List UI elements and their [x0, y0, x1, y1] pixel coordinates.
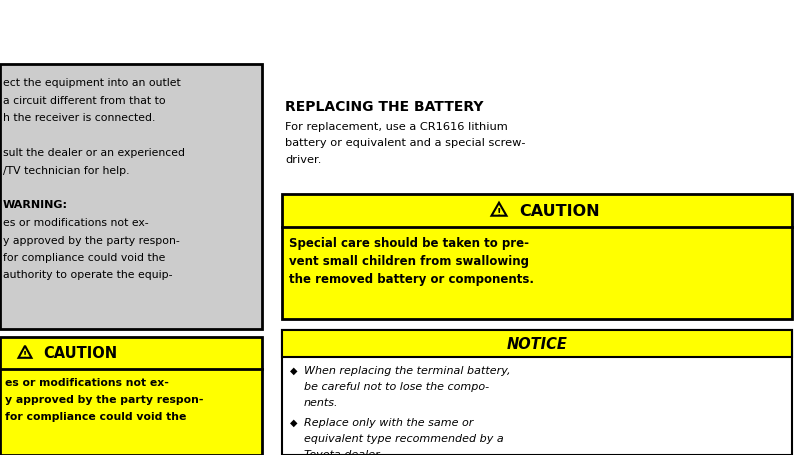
Polygon shape — [18, 346, 32, 358]
Text: for compliance could void the: for compliance could void the — [5, 411, 186, 421]
Text: y approved by the party respon-: y approved by the party respon- — [3, 235, 180, 245]
Text: CAUTION: CAUTION — [519, 203, 599, 218]
Text: ◆: ◆ — [290, 417, 297, 427]
FancyBboxPatch shape — [282, 330, 792, 455]
Text: WARNING:: WARNING: — [3, 200, 68, 210]
Text: be careful not to lose the compo-: be careful not to lose the compo- — [304, 381, 489, 391]
FancyBboxPatch shape — [282, 330, 792, 357]
Text: When replacing the terminal battery,: When replacing the terminal battery, — [304, 365, 510, 375]
Text: equivalent type recommended by a: equivalent type recommended by a — [304, 433, 504, 443]
Text: ect the equipment into an outlet: ect the equipment into an outlet — [3, 78, 180, 88]
Text: CAUTION: CAUTION — [43, 346, 117, 361]
Text: REPLACING THE BATTERY: REPLACING THE BATTERY — [285, 100, 483, 114]
Text: ◆: ◆ — [290, 365, 297, 375]
Text: sult the dealer or an experienced: sult the dealer or an experienced — [3, 148, 185, 157]
Text: driver.: driver. — [285, 155, 321, 165]
Polygon shape — [491, 203, 506, 216]
Text: For replacement, use a CR1616 lithium: For replacement, use a CR1616 lithium — [285, 122, 508, 131]
Text: h the receiver is connected.: h the receiver is connected. — [3, 113, 155, 123]
Text: /TV technician for help.: /TV technician for help. — [3, 165, 130, 175]
Text: nents.: nents. — [304, 397, 339, 407]
Text: authority to operate the equip-: authority to operate the equip- — [3, 270, 173, 280]
Text: es or modifications not ex-: es or modifications not ex- — [3, 217, 149, 228]
Text: !: ! — [497, 207, 502, 217]
Text: es or modifications not ex-: es or modifications not ex- — [5, 377, 169, 387]
Text: the removed battery or components.: the removed battery or components. — [289, 273, 534, 285]
Text: a circuit different from that to: a circuit different from that to — [3, 95, 165, 105]
Text: Toyota dealer.: Toyota dealer. — [304, 449, 382, 455]
FancyBboxPatch shape — [0, 337, 262, 455]
Text: battery or equivalent and a special screw-: battery or equivalent and a special scre… — [285, 138, 525, 148]
FancyBboxPatch shape — [282, 195, 792, 319]
FancyBboxPatch shape — [0, 65, 262, 329]
Text: NOTICE: NOTICE — [506, 336, 568, 351]
Text: vent small children from swallowing: vent small children from swallowing — [289, 254, 529, 268]
Text: y approved by the party respon-: y approved by the party respon- — [5, 394, 204, 404]
Text: Replace only with the same or: Replace only with the same or — [304, 417, 473, 427]
Text: for compliance could void the: for compliance could void the — [3, 253, 165, 263]
Text: !: ! — [23, 350, 27, 359]
Text: Special care should be taken to pre-: Special care should be taken to pre- — [289, 237, 529, 249]
